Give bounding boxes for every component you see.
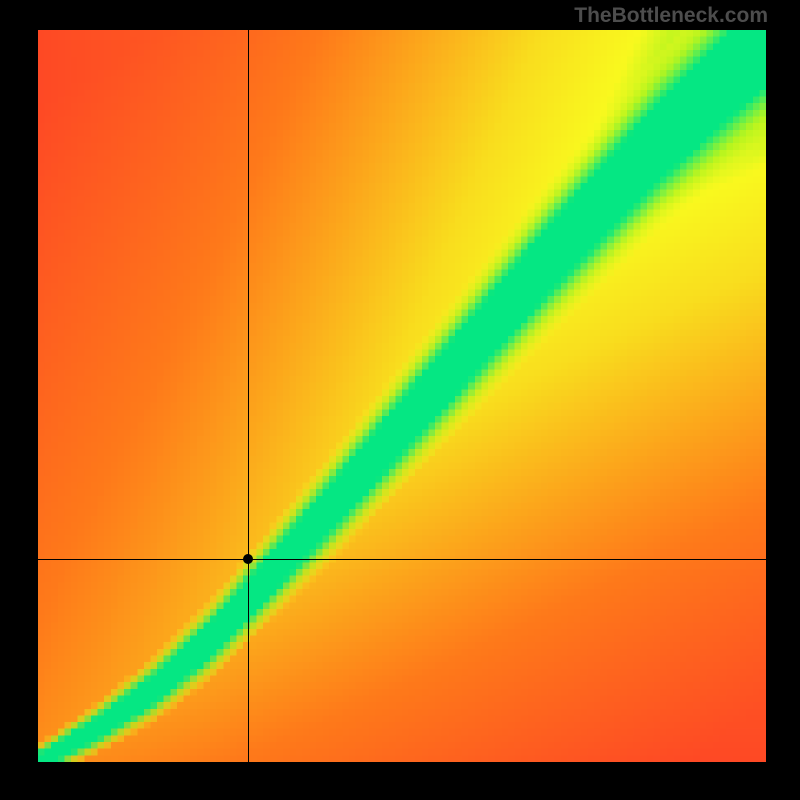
- crosshair-horizontal: [38, 559, 766, 560]
- chart-container: TheBottleneck.com: [0, 0, 800, 800]
- watermark-text: TheBottleneck.com: [574, 4, 768, 28]
- crosshair-vertical: [248, 30, 249, 762]
- heatmap-canvas: [38, 30, 766, 762]
- marker-dot: [243, 554, 253, 564]
- plot-area: [38, 30, 766, 762]
